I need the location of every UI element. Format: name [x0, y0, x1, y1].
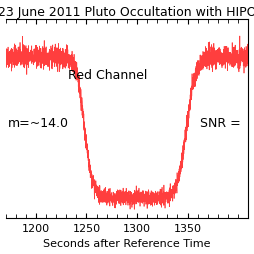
Text: m=~14.0: m=~14.0 [8, 116, 69, 129]
Title: 23 June 2011 Pluto Occultation with HIPO: 23 June 2011 Pluto Occultation with HIPO [0, 6, 254, 19]
X-axis label: Seconds after Reference Time: Seconds after Reference Time [43, 239, 210, 248]
Text: SNR =: SNR = [199, 116, 240, 129]
Text: Red Channel: Red Channel [68, 69, 147, 82]
